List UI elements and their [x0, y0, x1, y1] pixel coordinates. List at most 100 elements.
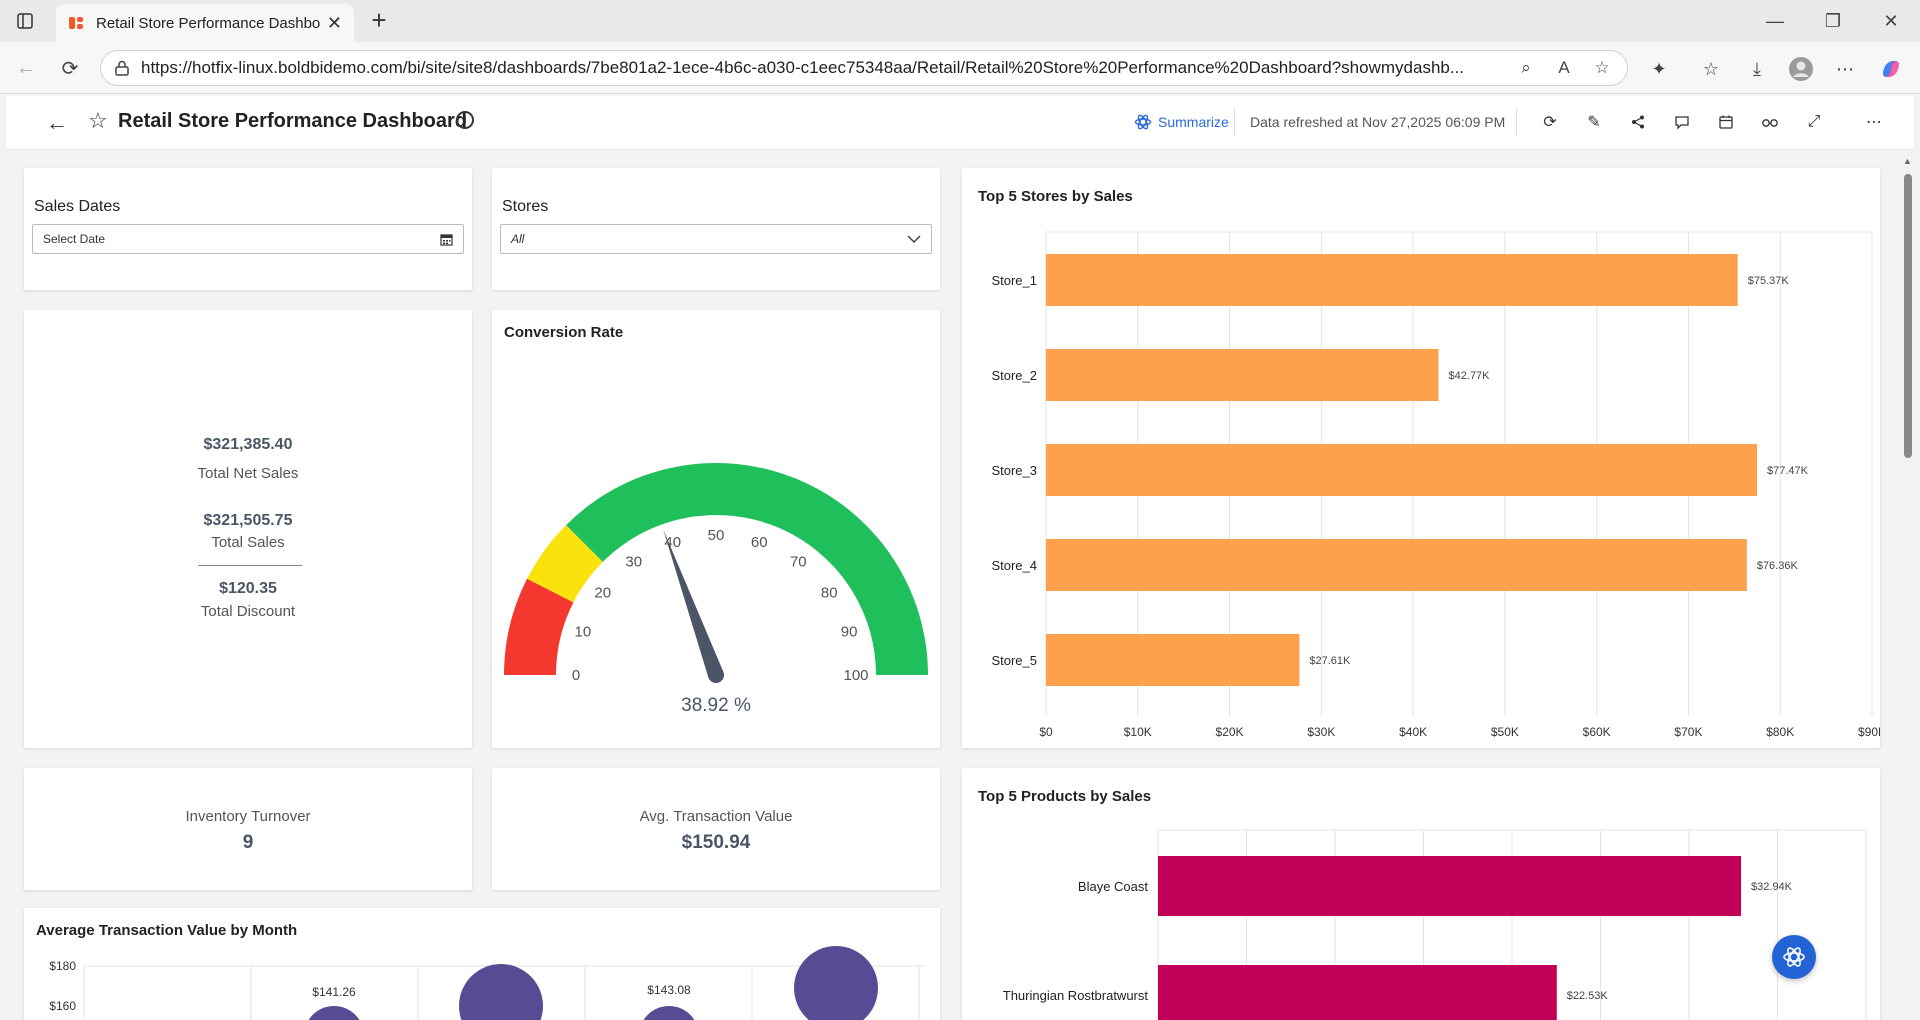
more-menu-icon[interactable]: ⋯	[1836, 58, 1854, 79]
avg-transaction-by-month-chart: $180 $160 $141.26 $143.08	[49, 946, 924, 1020]
data-label: $77.47K	[1767, 465, 1809, 477]
divider	[1234, 108, 1235, 136]
total-net-sales-label: Total Net Sales	[197, 465, 299, 482]
category-label: Blaye Coast	[1078, 879, 1148, 894]
scroll-up-icon[interactable]: ▲	[1903, 156, 1912, 166]
stores-selected-value: All	[511, 232, 525, 246]
downloads-icon[interactable]: ⤓	[1753, 58, 1761, 79]
conversion-rate-title: Conversion Rate	[504, 324, 624, 341]
data-label: $143.08	[647, 983, 691, 997]
gauge-tick-label: 70	[790, 554, 807, 571]
sales-summary-card: $321,385.40 Total Net Sales $321,505.75 …	[24, 310, 472, 748]
edit-icon[interactable]: ✎	[1587, 114, 1601, 131]
total-discount-value: $120.35	[219, 580, 277, 597]
y-tick-label: $180	[49, 959, 76, 973]
summarize-icon	[1134, 114, 1152, 130]
chevron-down-icon[interactable]	[907, 234, 921, 244]
scrollbar-thumb[interactable]	[1904, 174, 1912, 458]
gauge-tick-label: 60	[751, 534, 768, 551]
gauge-band-2	[566, 462, 928, 675]
favorites-icon[interactable]: ☆	[1702, 58, 1720, 79]
category-label: Store_2	[991, 368, 1037, 383]
stores-dropdown[interactable]: All	[500, 224, 932, 254]
extensions-icon[interactable]: ✦	[1651, 58, 1667, 79]
url-text[interactable]: https://hotfix-linux.boldbidemo.com/bi/s…	[141, 58, 1465, 77]
avg-transaction-label: Avg. Transaction Value	[639, 808, 793, 825]
browser-tab-bar: Retail Store Performance Dashboard ✕ + —…	[0, 0, 1920, 42]
top-products-title: Top 5 Products by Sales	[978, 788, 1152, 805]
back-arrow-icon[interactable]: ←	[46, 110, 68, 135]
gauge-value-label: 38.92 %	[681, 695, 751, 716]
close-tab-icon[interactable]: ✕	[326, 12, 342, 33]
copilot-icon[interactable]	[1876, 54, 1906, 84]
avg-transaction-by-month-card: Average Transaction Value by Month $180 $…	[24, 908, 940, 1020]
minimize-button[interactable]: —	[1766, 11, 1784, 31]
fullscreen-icon[interactable]: ⤢	[1807, 113, 1821, 130]
view-icon[interactable]	[1758, 110, 1782, 134]
new-tab-button[interactable]: +	[371, 5, 387, 35]
x-tick-label: $0	[1039, 725, 1053, 739]
info-icon[interactable]: i	[456, 111, 474, 129]
gauge-needle-hub	[708, 667, 724, 683]
refresh-icon[interactable]: ⟳	[1543, 114, 1557, 131]
sales-dates-label: Sales Dates	[34, 198, 121, 215]
data-label: $75.37K	[1748, 275, 1790, 287]
summarize-button[interactable]: Summarize	[1134, 113, 1229, 131]
bar	[1046, 634, 1300, 686]
reload-icon[interactable]: ⟳	[61, 57, 79, 80]
total-net-sales-value: $321,385.40	[203, 436, 293, 453]
top-stores-card: Top 5 Stores by Sales $0 $10K $20K $30K $40K…	[962, 168, 1880, 748]
share-icon[interactable]	[1626, 110, 1650, 134]
back-arrow-icon[interactable]: ←	[16, 56, 36, 79]
x-tick-label: $90K	[1858, 725, 1880, 739]
restore-button[interactable]: ❐	[1824, 11, 1842, 31]
inventory-turnover-label: Inventory Turnover	[185, 808, 311, 825]
zoom-icon[interactable]: ⌕	[1521, 58, 1531, 77]
stores-filter-card: Stores All	[492, 168, 940, 290]
gauge-tick-label: 10	[575, 624, 592, 641]
tab-actions-icon[interactable]	[12, 8, 38, 34]
sales-dates-picker[interactable]: Select Date	[32, 224, 464, 254]
gauge-tick-label: 80	[821, 585, 838, 602]
more-options-icon[interactable]: ⋯	[1866, 114, 1882, 131]
browser-toolbar: ← ⟳ https://hotfix-linux.boldbidemo.com/…	[0, 42, 1920, 94]
calendar-icon[interactable]	[440, 233, 453, 246]
summarize-label: Summarize	[1158, 114, 1229, 130]
address-bar[interactable]: https://hotfix-linux.boldbidemo.com/bi/s…	[100, 50, 1628, 86]
gauge-band-1	[527, 525, 603, 603]
gauge-tick-label: 100	[843, 667, 868, 684]
schedule-icon[interactable]	[1714, 110, 1738, 134]
favorite-star-icon[interactable]: ☆	[88, 108, 108, 133]
category-label: Thuringian Rostbratwurst	[1003, 988, 1149, 1003]
profile-avatar-icon[interactable]	[1786, 54, 1816, 84]
top-stores-title: Top 5 Stores by Sales	[978, 188, 1133, 205]
y-tick-label: $160	[49, 999, 76, 1013]
favorite-star-icon[interactable]: ☆	[1594, 58, 1610, 77]
total-sales-label: Total Sales	[211, 534, 285, 551]
ai-assistant-button[interactable]	[1772, 935, 1816, 979]
gauge-needle	[663, 529, 724, 678]
comment-icon[interactable]	[1670, 110, 1694, 134]
site-info-icon[interactable]	[113, 59, 131, 77]
top-products-card: Top 5 Products by Sales Blaye Coast $32.9…	[962, 768, 1880, 1020]
page-scrollbar[interactable]: ▲	[1900, 150, 1914, 1020]
avg-transaction-by-month-title: Average Transaction Value by Month	[36, 922, 298, 939]
dashboard-canvas: Sales Dates Select Date Stores All $321,…	[6, 150, 1914, 1020]
x-tick-label: $70K	[1674, 725, 1702, 739]
read-aloud-icon[interactable]: A	[1558, 58, 1570, 77]
data-label: $141.26	[312, 985, 356, 999]
category-label: Store_5	[991, 653, 1037, 668]
sales-dates-filter-card: Sales Dates Select Date	[24, 168, 472, 290]
close-window-button[interactable]: ✕	[1883, 11, 1899, 31]
stores-label: Stores	[502, 198, 549, 215]
bar	[1046, 254, 1738, 306]
boldbi-favicon-icon	[69, 17, 83, 29]
category-label: Store_4	[991, 558, 1037, 573]
x-tick-label: $80K	[1766, 725, 1794, 739]
gauge-band-0	[504, 578, 574, 675]
browser-tab[interactable]: Retail Store Performance Dashboard ✕	[56, 4, 354, 42]
inventory-turnover-card: Inventory Turnover 9	[24, 768, 472, 890]
bubble-point	[459, 964, 543, 1020]
bar	[1158, 856, 1742, 916]
gauge-tick-label: 20	[594, 585, 611, 602]
